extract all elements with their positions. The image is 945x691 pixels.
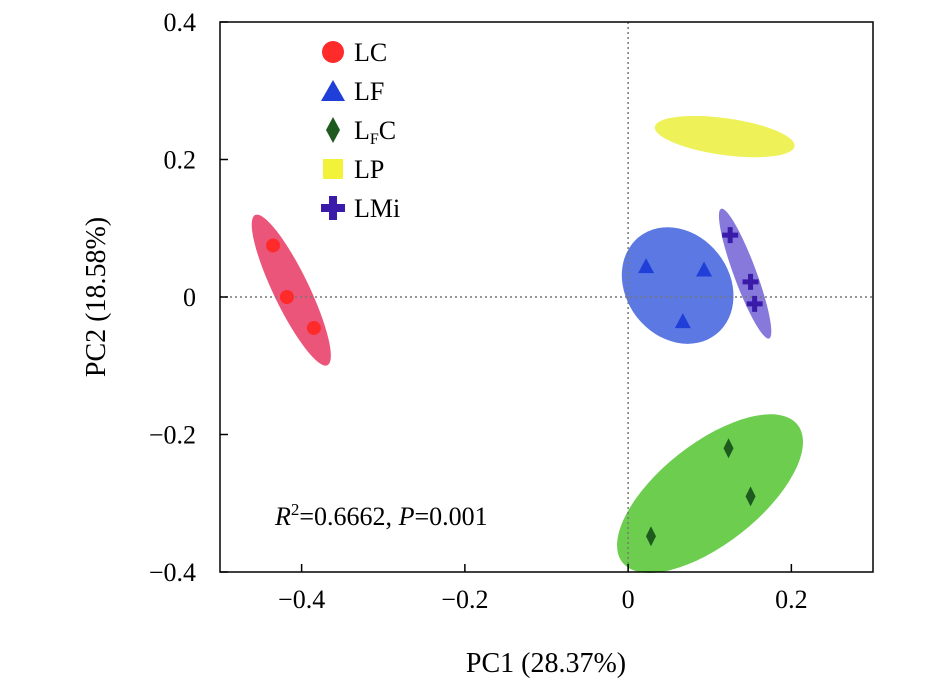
y-tick-label: 0.2 bbox=[164, 146, 197, 175]
legend-label-lfc: LFC bbox=[354, 116, 396, 148]
reference-lines bbox=[220, 22, 873, 572]
p-value: =0.001 bbox=[414, 502, 487, 531]
point-lfc bbox=[645, 526, 656, 547]
point-lmi bbox=[746, 295, 763, 312]
r2-superscript: 2 bbox=[291, 500, 300, 519]
legend-label-lp: LP bbox=[354, 155, 384, 184]
ellipse-lp bbox=[654, 115, 795, 158]
point-lc bbox=[266, 238, 281, 253]
point-lc bbox=[306, 320, 321, 335]
point-lfc bbox=[745, 486, 756, 507]
ellipse-lc bbox=[251, 214, 331, 366]
point-lmi bbox=[742, 273, 759, 290]
point-lf bbox=[638, 258, 655, 274]
legend-marker-lfc bbox=[326, 117, 340, 143]
point-lmi bbox=[722, 227, 739, 244]
legend-label-lmi: LMi bbox=[354, 194, 400, 223]
y-tick-label: −0.4 bbox=[149, 558, 196, 587]
point-lfc bbox=[723, 438, 734, 459]
r2-value: =0.6662, bbox=[299, 502, 398, 531]
axis-ticks: −0.4 −0.2 0 0.2 −0.4 −0.2 0 0.2 0.4 bbox=[149, 8, 808, 614]
y-axis-title: PC2 (18.58%) bbox=[81, 217, 112, 377]
legend: LC LF LFC LP LMi bbox=[321, 38, 400, 223]
legend-label-lf: LF bbox=[354, 77, 384, 106]
legend-marker-lf bbox=[321, 80, 345, 101]
y-tick-label: 0.4 bbox=[164, 8, 197, 37]
point-lf bbox=[674, 313, 691, 329]
stat-annotation: R2=0.6662, P=0.001 bbox=[274, 500, 488, 531]
p-symbol: P bbox=[398, 502, 415, 531]
y-tick-label: −0.2 bbox=[149, 421, 196, 450]
data-points bbox=[266, 227, 763, 547]
ellipse-lfc bbox=[617, 414, 803, 573]
legend-marker-lmi bbox=[321, 196, 345, 220]
point-lf bbox=[696, 261, 713, 277]
legend-marker-lp bbox=[323, 159, 343, 179]
legend-label-lc: LC bbox=[354, 38, 387, 67]
x-tick-label: −0.2 bbox=[441, 585, 488, 614]
x-tick-label: −0.4 bbox=[278, 585, 325, 614]
legend-marker-lc bbox=[322, 41, 344, 63]
point-lc bbox=[279, 290, 294, 304]
y-tick-label: 0 bbox=[183, 283, 196, 312]
x-tick-label: 0 bbox=[622, 585, 635, 614]
x-tick-label: 0.2 bbox=[775, 585, 808, 614]
ellipse-lf bbox=[621, 227, 734, 344]
x-axis-title: PC1 (28.37%) bbox=[466, 648, 626, 679]
r2-symbol: R bbox=[274, 502, 291, 531]
